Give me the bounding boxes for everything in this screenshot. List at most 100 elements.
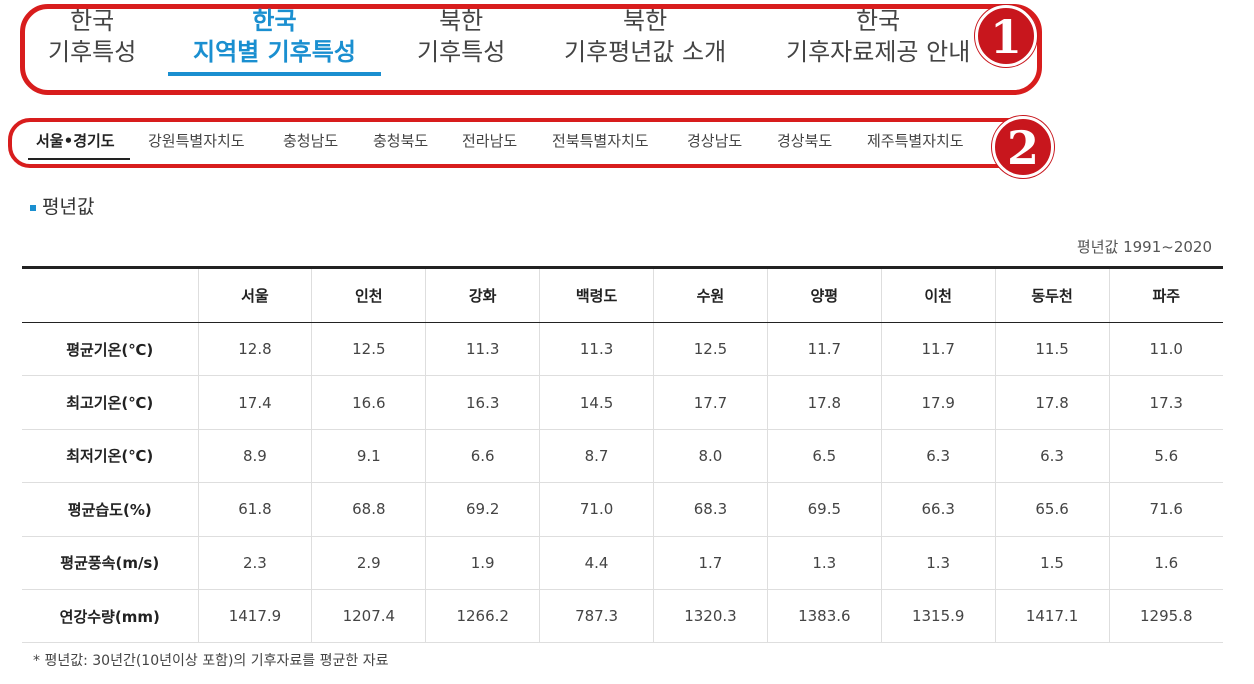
- corner-cell: [22, 266, 198, 323]
- table-cell: 5.6: [1108, 429, 1223, 484]
- table-cell: 8.7: [539, 429, 654, 484]
- row-header: 최저기온(℃): [22, 429, 198, 484]
- tab-line2: 기후특성: [417, 38, 506, 66]
- region-tab-gangwon[interactable]: 강원특별자치도: [148, 132, 245, 150]
- table-row: 최고기온(℃) 17.4 16.6 16.3 14.5 17.7 17.8 17.9 17.8 1…: [22, 375, 1223, 430]
- table-cell: 11.5: [994, 322, 1109, 377]
- region-tab-chungnam[interactable]: 충청남도: [283, 132, 339, 150]
- table-cell: 17.7: [653, 375, 768, 430]
- table-row: 평균기온(℃) 12.8 12.5 11.3 11.3 12.5 11.7 11.7 11.5 1…: [22, 322, 1223, 377]
- row-header: 연강수량(mm): [22, 589, 198, 644]
- table-cell: 11.3: [425, 322, 540, 377]
- table-cell: 1.7: [653, 536, 768, 590]
- climate-normals-table: 서울 인천 강화 백령도 수원 양평 이천 동두천 파주 평균기온(℃) 12.8…: [22, 266, 1223, 644]
- table-row: 최저기온(℃) 8.9 9.1 6.6 8.7 8.0 6.5 6.3 6.3 5.6: [22, 429, 1223, 484]
- table-cell: 1266.2: [425, 589, 540, 644]
- table-cell: 68.8: [311, 482, 426, 537]
- region-tab-jeonbuk[interactable]: 전북특별자치도: [552, 132, 649, 150]
- annotation-box-1: [20, 4, 1042, 95]
- tab-north-korea-normals[interactable]: 북한 기후평년값 소개: [564, 6, 726, 68]
- table-cell: 17.9: [880, 375, 996, 430]
- table-cell: 8.9: [197, 429, 312, 484]
- table-cell: 71.6: [1108, 482, 1223, 537]
- table-cell: 65.6: [994, 482, 1109, 537]
- table-cell: 61.8: [197, 482, 312, 537]
- region-tab-seoul-gyeonggi[interactable]: 서울•경기도: [28, 132, 130, 160]
- table-cell: 1.5: [994, 536, 1109, 590]
- table-cell: 2.3: [197, 536, 312, 590]
- tab-line1: 한국: [856, 7, 901, 35]
- table-cell: 1295.8: [1108, 589, 1223, 644]
- table-cell: 11.0: [1108, 322, 1223, 377]
- tab-line1: 북한: [623, 7, 668, 35]
- table-cell: 69.5: [766, 482, 882, 537]
- section-title: 평년값: [30, 192, 94, 219]
- tab-korea-regional-climate[interactable]: 한국 지역별 기후특성: [168, 6, 381, 76]
- table-cell: 1.6: [1108, 536, 1223, 590]
- tab-line1: 한국: [252, 7, 297, 35]
- table-cell: 11.7: [766, 322, 882, 377]
- table-cell: 66.3: [880, 482, 996, 537]
- column-header: 양평: [766, 266, 882, 323]
- section-title-text: 평년값: [42, 196, 95, 218]
- period-label: 평년값 1991~2020: [1076, 238, 1212, 256]
- table-cell: 787.3: [539, 589, 654, 644]
- table-cell: 16.3: [425, 375, 540, 430]
- tab-line2: 지역별 기후특성: [193, 38, 356, 66]
- table-cell: 1417.9: [197, 589, 312, 644]
- tab-north-korea-climate[interactable]: 북한 기후특성: [417, 6, 505, 68]
- table-cell: 12.5: [311, 322, 426, 377]
- row-header: 최고기온(℃): [22, 375, 198, 430]
- table-cell: 6.5: [766, 429, 882, 484]
- column-header: 수원: [653, 266, 768, 323]
- table-cell: 11.3: [539, 322, 654, 377]
- table-cell: 1383.6: [766, 589, 882, 644]
- table-cell: 12.8: [197, 322, 312, 377]
- column-header: 백령도: [539, 266, 654, 323]
- table-cell: 71.0: [539, 482, 654, 537]
- table-cell: 2.9: [311, 536, 426, 590]
- row-header: 평균습도(%): [22, 482, 198, 537]
- column-header: 동두천: [994, 266, 1109, 323]
- region-tab-jeju[interactable]: 제주특별자치도: [867, 132, 964, 150]
- tab-line2: 기후특성: [48, 38, 137, 66]
- column-header: 이천: [880, 266, 996, 323]
- table-cell: 6.6: [425, 429, 540, 484]
- region-tab-jeonnam[interactable]: 전라남도: [462, 132, 518, 150]
- annotation-badge-2: 2: [992, 116, 1054, 178]
- table-cell: 17.8: [994, 375, 1109, 430]
- table-row: 평균풍속(m/s) 2.3 2.9 1.9 4.4 1.7 1.3 1.3 1.5 1.6: [22, 536, 1223, 590]
- footnote: * 평년값: 30년간(10년이상 포함)의 기후자료를 평균한 자료: [33, 653, 389, 669]
- table-cell: 12.5: [653, 322, 768, 377]
- table-cell: 11.7: [880, 322, 996, 377]
- tab-line2: 기후자료제공 안내: [786, 38, 971, 66]
- tab-korea-data-guide[interactable]: 한국 기후자료제공 안내: [786, 6, 970, 68]
- column-header: 파주: [1108, 266, 1223, 323]
- table-cell: 6.3: [880, 429, 996, 484]
- region-tab-chungbuk[interactable]: 충청북도: [373, 132, 429, 150]
- table-row: 연강수량(mm) 1417.9 1207.4 1266.2 787.3 1320.3 138…: [22, 589, 1223, 644]
- table-cell: 14.5: [539, 375, 654, 430]
- row-header: 평균기온(℃): [22, 322, 198, 377]
- table-cell: 1.3: [880, 536, 996, 590]
- square-bullet-icon: [30, 204, 36, 211]
- table-cell: 17.8: [766, 375, 882, 430]
- tab-line1: 한국: [70, 7, 115, 35]
- table-cell: 1417.1: [994, 589, 1109, 644]
- table-cell: 1.3: [766, 536, 882, 590]
- tab-korea-climate[interactable]: 한국 기후특성: [48, 6, 136, 68]
- column-header: 강화: [425, 266, 540, 323]
- table-cell: 69.2: [425, 482, 540, 537]
- table-cell: 1.9: [425, 536, 540, 590]
- column-header: 서울: [197, 266, 312, 323]
- table-cell: 4.4: [539, 536, 654, 590]
- table-header-row: 서울 인천 강화 백령도 수원 양평 이천 동두천 파주: [22, 266, 1223, 323]
- region-tab-gyeongnam[interactable]: 경상남도: [687, 132, 743, 150]
- region-tab-gyeongbuk[interactable]: 경상북도: [777, 132, 833, 150]
- table-cell: 1315.9: [880, 589, 996, 644]
- table-cell: 9.1: [311, 429, 426, 484]
- row-header: 평균풍속(m/s): [22, 536, 198, 590]
- table-cell: 16.6: [311, 375, 426, 430]
- table-row: 평균습도(%) 61.8 68.8 69.2 71.0 68.3 69.5 66.3 65.6 7…: [22, 482, 1223, 537]
- annotation-badge-1: 1: [975, 5, 1037, 67]
